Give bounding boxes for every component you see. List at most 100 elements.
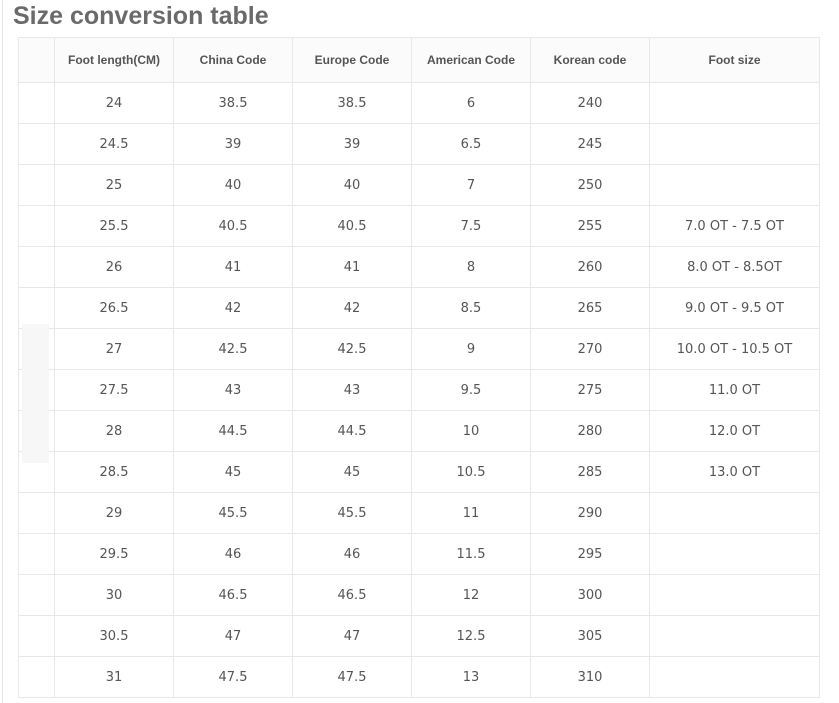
table-row: 25 40 40 7 250: [18, 164, 820, 206]
table-cell: 47.5: [173, 656, 293, 698]
table-row: 25.5 40.5 40.5 7.5 255 7.0 OT - 7.5 OT: [18, 205, 820, 247]
column-header: Foot size: [649, 37, 820, 83]
table-cell: 25: [54, 164, 174, 206]
side-shade: [22, 324, 49, 463]
table-cell: 42.5: [292, 328, 412, 370]
column-header: China Code: [173, 37, 293, 83]
table-row: 27 42.5 42.5 9 270 10.0 OT - 10.5 OT: [18, 328, 820, 370]
table-cell: 270: [530, 328, 650, 370]
table-row: 31 47.5 47.5 13 310: [18, 656, 820, 698]
table-cell: 47.5: [292, 656, 412, 698]
table-cell: 9.5: [411, 369, 531, 411]
table-cell: [649, 82, 820, 124]
table-cell: 40.5: [173, 205, 293, 247]
table-cell: 42: [292, 287, 412, 329]
table-cell: 280: [530, 410, 650, 452]
row-spacer-cell: [18, 533, 55, 575]
table-cell: 47: [292, 615, 412, 657]
table-cell: 31: [54, 656, 174, 698]
table-cell: 265: [530, 287, 650, 329]
table-cell: 11: [411, 492, 531, 534]
table-cell: 43: [173, 369, 293, 411]
row-spacer-cell: [18, 164, 55, 206]
column-header: Europe Code: [292, 37, 412, 83]
table-row: 26.5 42 42 8.5 265 9.0 OT - 9.5 OT: [18, 287, 820, 329]
table-cell: 39: [292, 123, 412, 165]
table-cell: 9.0 OT - 9.5 OT: [649, 287, 820, 329]
size-conversion-table: Foot length(CM) China Code Europe Code Amer…: [18, 37, 820, 698]
table-row: 26 41 41 8 260 8.0 OT - 8.5OT: [18, 246, 820, 288]
row-spacer-cell: [18, 246, 55, 288]
table-cell: 38.5: [292, 82, 412, 124]
table-cell: 6.5: [411, 123, 531, 165]
table-cell: 39: [173, 123, 293, 165]
table-cell: 12: [411, 574, 531, 616]
table-cell: 7.5: [411, 205, 531, 247]
table-row: 28.5 45 45 10.5 285 13.0 OT: [18, 451, 820, 493]
table-cell: 260: [530, 246, 650, 288]
table-cell: 12.5: [411, 615, 531, 657]
table-cell: 27.5: [54, 369, 174, 411]
table-row: 29.5 46 46 11.5 295: [18, 533, 820, 575]
table-cell: 46: [292, 533, 412, 575]
header-row: Foot length(CM) China Code Europe Code Amer…: [18, 37, 820, 83]
table-cell: 46.5: [292, 574, 412, 616]
table-cell: 28: [54, 410, 174, 452]
table-cell: 13.0 OT: [649, 451, 820, 493]
table-cell: 8: [411, 246, 531, 288]
row-spacer-cell: [18, 123, 55, 165]
table-cell: 275: [530, 369, 650, 411]
row-spacer-cell: [18, 615, 55, 657]
table-cell: 8.0 OT - 8.5OT: [649, 246, 820, 288]
table-cell: 24.5: [54, 123, 174, 165]
table-cell: 290: [530, 492, 650, 534]
table-cell: 285: [530, 451, 650, 493]
table-cell: 11.5: [411, 533, 531, 575]
table-cell: 47: [173, 615, 293, 657]
table-cell: 7.0 OT - 7.5 OT: [649, 205, 820, 247]
row-spacer-cell: [18, 574, 55, 616]
table-cell: 42.5: [173, 328, 293, 370]
row-spacer-cell: [18, 205, 55, 247]
row-spacer-cell: [18, 492, 55, 534]
table-cell: 27: [54, 328, 174, 370]
page-title: Size conversion table: [13, 2, 269, 30]
table-cell: 45: [173, 451, 293, 493]
table-cell: 240: [530, 82, 650, 124]
table-cell: [649, 574, 820, 616]
table-cell: 250: [530, 164, 650, 206]
table-cell: [649, 492, 820, 534]
table-cell: 44.5: [173, 410, 293, 452]
table-cell: 43: [292, 369, 412, 411]
table-cell: 8.5: [411, 287, 531, 329]
table-cell: 26.5: [54, 287, 174, 329]
row-spacer-cell: [18, 82, 55, 124]
table-cell: 46: [173, 533, 293, 575]
table-cell: [649, 656, 820, 698]
table-row: 30 46.5 46.5 12 300: [18, 574, 820, 616]
table-cell: 12.0 OT: [649, 410, 820, 452]
table-cell: 295: [530, 533, 650, 575]
table-cell: 300: [530, 574, 650, 616]
table-cell: 30: [54, 574, 174, 616]
table-cell: 7: [411, 164, 531, 206]
table-cell: 29: [54, 492, 174, 534]
table-cell: 46.5: [173, 574, 293, 616]
table-cell: 45.5: [292, 492, 412, 534]
table-cell: [649, 123, 820, 165]
table-row: 29 45.5 45.5 11 290: [18, 492, 820, 534]
table-cell: 305: [530, 615, 650, 657]
table-row: 28 44.5 44.5 10 280 12.0 OT: [18, 410, 820, 452]
table-cell: 40: [292, 164, 412, 206]
table-cell: [649, 164, 820, 206]
table-row: 24 38.5 38.5 6 240: [18, 82, 820, 124]
table-cell: [649, 533, 820, 575]
table-cell: 310: [530, 656, 650, 698]
table-cell: 13: [411, 656, 531, 698]
column-header: [18, 37, 55, 83]
table-cell: 40: [173, 164, 293, 206]
table-cell: 24: [54, 82, 174, 124]
table-cell: 42: [173, 287, 293, 329]
table-cell: 25.5: [54, 205, 174, 247]
table-cell: 11.0 OT: [649, 369, 820, 411]
